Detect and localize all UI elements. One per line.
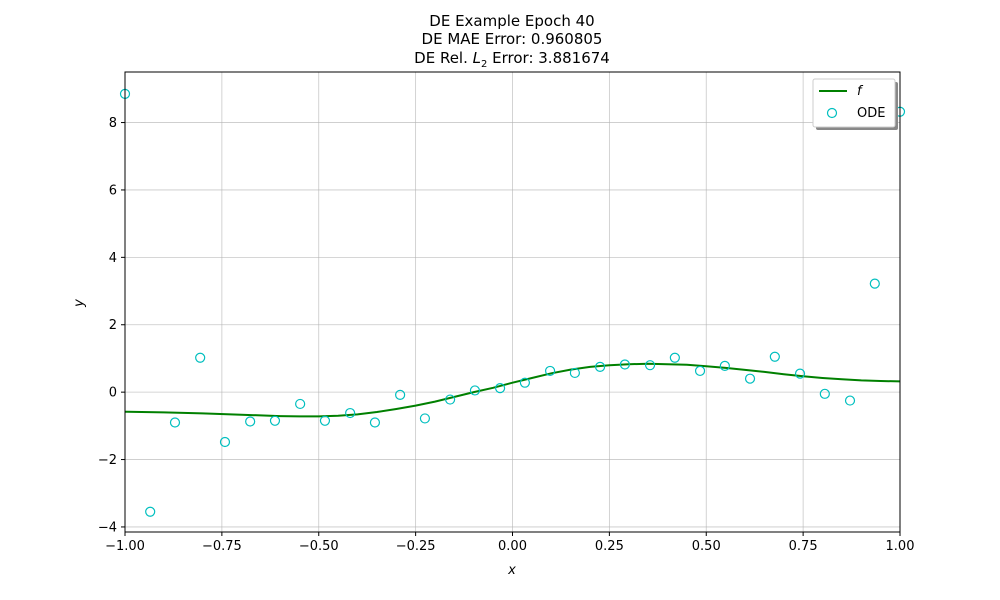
ode-point: [445, 394, 456, 405]
ode-point: [295, 398, 306, 410]
x-tick-label: 1.00: [886, 539, 915, 554]
ode-point: [245, 416, 256, 427]
x-tick-label: 0.25: [595, 539, 624, 554]
x-tick-label: 0.00: [498, 539, 527, 554]
x-tick-label: 0.75: [789, 539, 818, 554]
ode-point: [195, 352, 206, 363]
legend-label-ode: ODE: [857, 106, 885, 121]
y-axis-label: y: [72, 299, 87, 308]
ode-point: [495, 383, 506, 394]
title-rel-value: Error: 3.881674: [487, 49, 609, 67]
legend-marker-swatch: [826, 107, 838, 119]
y-tick-label: −2: [98, 453, 117, 468]
ode-point: [419, 413, 431, 424]
ode-point: [694, 365, 706, 377]
chart-title: DE Example Epoch 40 DE MAE Error: 0.9608…: [414, 12, 610, 70]
title-rel-sub: 2: [481, 59, 487, 70]
ode-point: [519, 377, 531, 388]
title-line-2: DE MAE Error: 0.960805: [422, 30, 603, 48]
ode-point: [644, 360, 656, 371]
ode-point: [869, 278, 880, 289]
ode-point: [219, 436, 231, 448]
ode-point: [469, 385, 481, 396]
x-axis: −1.00 −0.75 −0.50 −0.25 0.00 0.25 0.50 0.75 1.00: [105, 532, 914, 554]
y-axis: −4 −2 0 2 4 6 8: [98, 116, 125, 535]
ode-point: [569, 367, 580, 379]
ode-point: [345, 407, 356, 419]
y-tick-label: 8: [109, 116, 117, 131]
ode-point: [594, 361, 606, 372]
ode-point: [145, 506, 156, 517]
legend-label-f: f: [857, 84, 864, 99]
x-tick-label: −0.25: [396, 539, 436, 554]
x-tick-label: −1.00: [105, 539, 145, 554]
title-rel-symbol: L: [473, 49, 481, 67]
y-tick-label: 4: [109, 251, 117, 266]
ode-point: [169, 417, 181, 428]
ode-point: [844, 395, 856, 406]
y-tick-label: −4: [98, 520, 117, 535]
y-tick-label: 2: [109, 318, 117, 333]
ode-point: [319, 415, 331, 426]
ode-point: [769, 351, 780, 362]
ode-point: [794, 368, 806, 379]
ode-point: [395, 389, 406, 400]
ode-point: [544, 365, 556, 377]
x-axis-label: x: [507, 563, 516, 578]
grid: [124, 72, 901, 532]
ode-point: [819, 388, 830, 399]
x-tick-label: −0.75: [202, 539, 242, 554]
ode-point: [669, 352, 680, 363]
legend: f ODE: [812, 78, 898, 130]
y-tick-label: 0: [109, 386, 117, 401]
title-line-1: DE Example Epoch 40: [429, 12, 594, 30]
ode-point: [719, 360, 730, 371]
title-line-3: DE Rel. L2 Error: 3.881674: [414, 49, 610, 70]
ode-point: [369, 417, 381, 428]
series-line-f: [124, 362, 901, 418]
ode-point: [269, 415, 281, 426]
y-tick-label: 6: [109, 183, 117, 198]
ode-point: [619, 359, 630, 370]
x-tick-label: −0.50: [299, 539, 339, 554]
ode-point: [744, 373, 756, 384]
x-tick-label: 0.50: [692, 539, 721, 554]
plot-area: [119, 88, 906, 517]
title-rel-prefix: DE Rel.: [414, 49, 472, 67]
